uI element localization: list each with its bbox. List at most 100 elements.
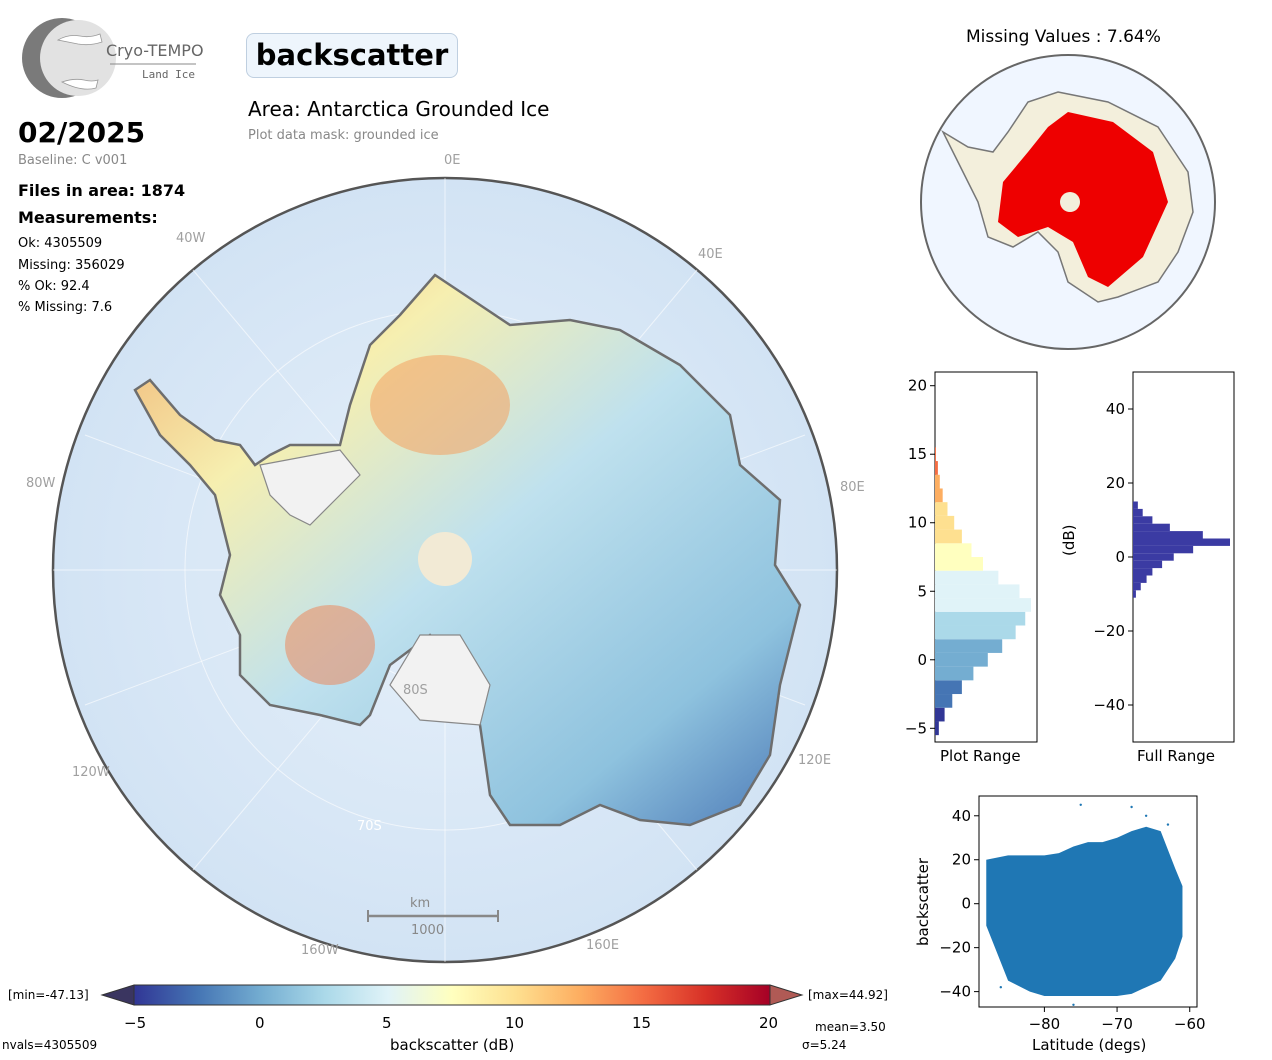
hist1-bar xyxy=(935,694,953,708)
high-backscatter-region-west xyxy=(285,605,375,685)
colorbar-max-label: [max=44.92] xyxy=(808,988,888,1002)
hist1-bar xyxy=(935,488,943,503)
data-mask-label: Plot data mask: grounded ice xyxy=(248,128,439,143)
scale-unit: km xyxy=(410,896,431,911)
missing-title: Missing Values : 7.64% xyxy=(966,27,1161,47)
lon-label-0e: 0E xyxy=(444,153,461,168)
lon-label-120e: 120E xyxy=(798,753,832,768)
pct-missing: % Missing: 7.6 xyxy=(18,300,113,315)
parameter-badge: backscatter xyxy=(246,33,458,78)
colorbar-tick: 15 xyxy=(632,1014,652,1032)
hist2-bar xyxy=(1133,560,1163,569)
lon-label-40e: 40E xyxy=(698,247,723,262)
scatter-x-tick-label: −80 xyxy=(1029,1015,1061,1033)
scatter-x-tick-label: −60 xyxy=(1174,1015,1206,1033)
lat-label-70s: 70S xyxy=(357,819,382,834)
hist1-bar xyxy=(935,584,1020,599)
hist1-bar xyxy=(935,461,938,475)
colorbar-tick: 0 xyxy=(255,1014,265,1032)
hist2-tick-label: 40 xyxy=(1106,400,1125,418)
hist1-bar xyxy=(935,557,983,571)
antarctica-map: 0E xyxy=(51,176,839,964)
scatter-point xyxy=(1079,803,1082,806)
hist1-tick-label: 15 xyxy=(908,445,927,463)
pct-ok: % Ok: 92.4 xyxy=(18,279,90,294)
hist1-bar xyxy=(935,502,948,516)
hist1-tick-label: 0 xyxy=(917,651,927,669)
colorbar-max-arrow xyxy=(769,984,804,1006)
hist2-bar xyxy=(1133,516,1153,524)
histogram-plot-range: 20 15 10 5 0 −5 xyxy=(905,371,1038,743)
lon-label-120w: 120W xyxy=(72,765,110,780)
cryo-tempo-logo: Cryo-TEMPO Land Ice xyxy=(18,16,208,100)
hist2-bar xyxy=(1133,508,1143,517)
missing-count: Missing: 356029 xyxy=(18,258,125,273)
colorbar-gradient xyxy=(133,984,771,1006)
scatter-point xyxy=(1144,814,1148,817)
lon-label-160e: 160E xyxy=(586,938,620,953)
hist1-tick-label: 5 xyxy=(917,582,927,600)
scatter-y-tick-label: −40 xyxy=(939,983,971,1001)
hist1-bar xyxy=(935,543,972,557)
scatter-xlabel: Latitude (degs) xyxy=(1032,1036,1147,1054)
hist2-bar xyxy=(1133,590,1136,598)
scale-value: 1000 xyxy=(411,923,445,938)
hist1-bar xyxy=(935,515,955,530)
lat-label-80s: 80S xyxy=(403,683,428,698)
scatter-latitude: 40 20 0 −20 −40 −80 −70 −60 xyxy=(939,795,1206,1033)
colorbar-min-arrow xyxy=(100,984,135,1006)
scatter-frame xyxy=(978,795,1198,1008)
high-backscatter-region xyxy=(370,355,510,455)
hist2-bar xyxy=(1133,538,1230,546)
logo-sub: Land Ice xyxy=(142,68,195,81)
scatter-point xyxy=(1166,823,1170,826)
hist2-bar xyxy=(1133,501,1138,509)
hist1-tick-label: 20 xyxy=(908,377,927,395)
colorbar-min-label: [min=-47.13] xyxy=(8,988,89,1002)
scatter-ylabel: backscatter xyxy=(914,857,932,946)
hist2-tick-label: −40 xyxy=(1093,696,1125,714)
hist2-bar xyxy=(1133,545,1194,554)
scatter-y-tick-label: 0 xyxy=(961,895,971,913)
hist1-tick-label: 10 xyxy=(908,514,927,532)
scatter-x-tick-label: −70 xyxy=(1101,1015,1133,1033)
missing-values-map xyxy=(920,54,1216,350)
missing-data-region xyxy=(998,112,1168,287)
date-label: 02/2025 xyxy=(18,116,146,149)
hist1-bar xyxy=(935,652,988,667)
hist1-bar xyxy=(935,680,962,695)
hist2-xlabel: Full Range xyxy=(1137,747,1215,765)
hist1-bar xyxy=(935,666,974,681)
pole-hole xyxy=(418,532,472,586)
logo-name: Cryo-TEMPO xyxy=(106,41,204,60)
lon-label-80w: 80W xyxy=(26,476,56,491)
ok-count: Ok: 4305509 xyxy=(18,236,103,251)
hist1-bar xyxy=(935,529,962,544)
colorbar-tick: 5 xyxy=(382,1014,392,1032)
scatter-point xyxy=(1130,805,1133,809)
hist2-bar xyxy=(1133,523,1170,532)
hist1-bar xyxy=(935,611,1026,626)
measurements-heading: Measurements: xyxy=(18,208,158,227)
lon-label-160w: 160W xyxy=(301,943,339,958)
logo-mark-icon xyxy=(22,18,196,98)
colorbar-tick: −5 xyxy=(124,1014,147,1032)
hist2-tick-label: 20 xyxy=(1106,474,1125,492)
hist1-bar xyxy=(935,625,1016,640)
scale-bar xyxy=(367,910,499,922)
hist1-bar xyxy=(935,447,936,462)
hist2-bar xyxy=(1133,568,1153,576)
scatter-y-tick-label: 20 xyxy=(952,851,971,869)
lon-label-80e: 80E xyxy=(840,480,865,495)
scatter-y-tick-label: −20 xyxy=(939,939,971,957)
hist1-bar xyxy=(935,598,1031,612)
hist1-bar xyxy=(935,721,939,736)
hist1-tick-label: −5 xyxy=(905,719,927,737)
scatter-point xyxy=(1072,1003,1075,1007)
hist1-bar xyxy=(935,570,999,585)
hist1-bar xyxy=(935,707,945,722)
files-count: Files in area: 1874 xyxy=(18,181,186,200)
colorbar-label: backscatter (dB) xyxy=(390,1036,515,1054)
hist1-xlabel: Plot Range xyxy=(940,747,1021,765)
hist1-bar xyxy=(935,474,940,489)
